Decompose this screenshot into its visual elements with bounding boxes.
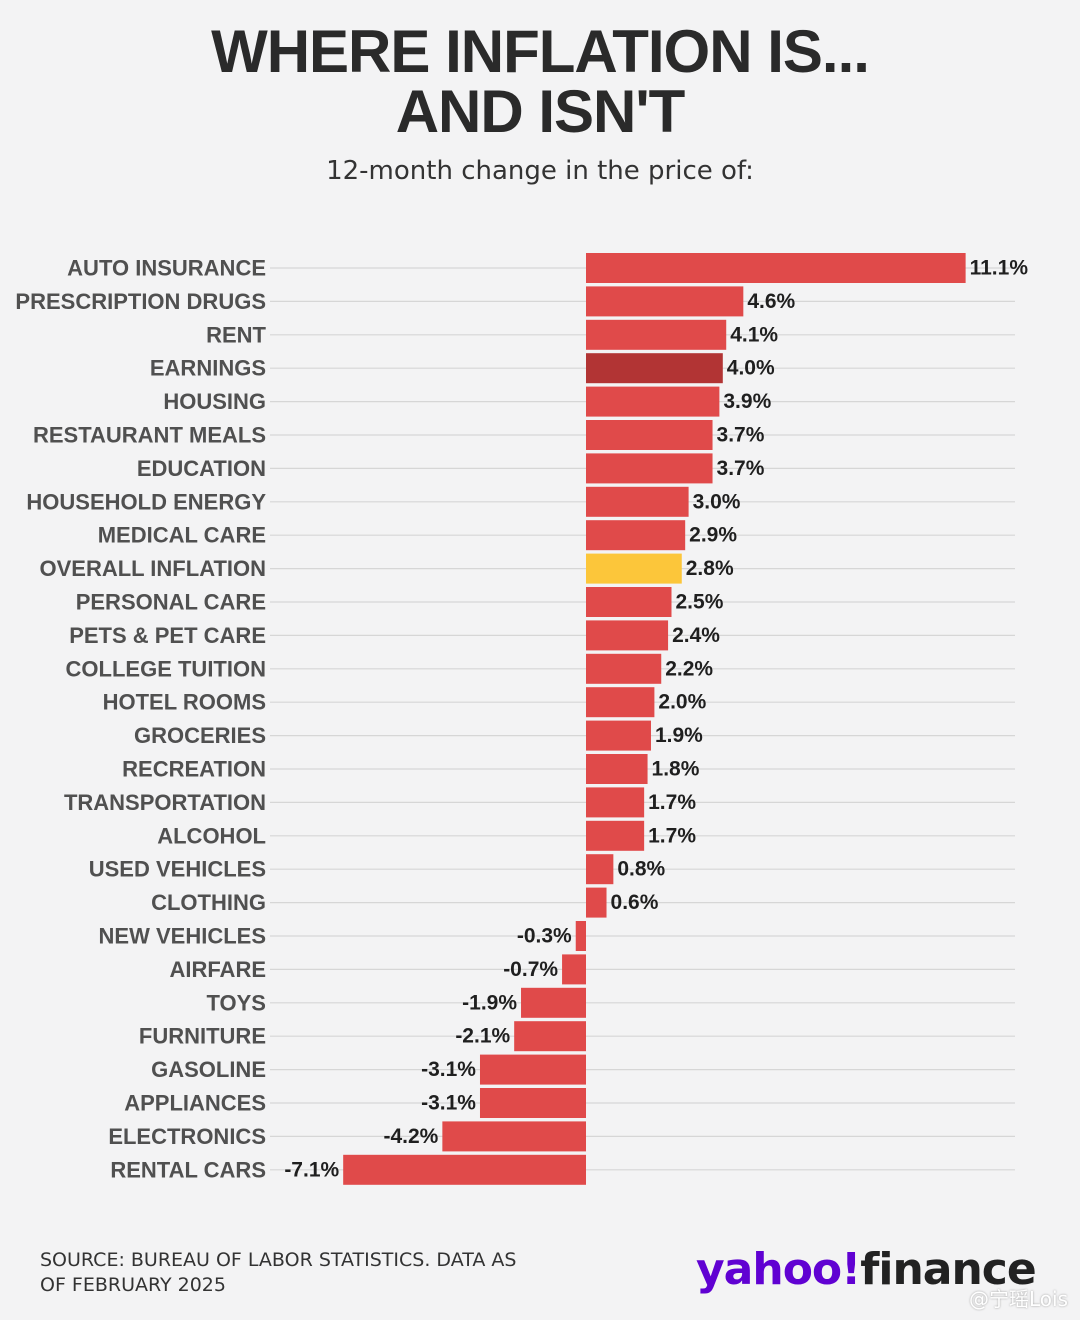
value-label: 2.0%	[658, 691, 706, 714]
bar	[586, 754, 648, 784]
category-label: OVERALL INFLATION	[39, 556, 266, 581]
value-label: -4.2%	[384, 1125, 439, 1148]
value-label: -1.9%	[462, 991, 517, 1014]
value-label: 1.9%	[655, 724, 703, 747]
value-label: 3.9%	[723, 390, 771, 413]
category-label: MEDICAL CARE	[98, 523, 266, 548]
category-label: RESTAURANT MEALS	[33, 423, 266, 448]
category-label: EARNINGS	[150, 356, 266, 381]
bar	[586, 319, 727, 350]
category-label: PETS & PET CARE	[69, 623, 266, 648]
value-label: 1.7%	[648, 791, 696, 814]
bar	[586, 653, 662, 684]
value-label: 2.5%	[676, 591, 724, 614]
category-label: GASOLINE	[151, 1057, 266, 1082]
value-label: 3.0%	[693, 490, 741, 513]
source-line-2: OF FEBRUARY 2025	[40, 1274, 226, 1296]
category-labels: AUTO INSURANCE PRESCRIPTION DRUGS RENT EARN…	[15, 256, 266, 1183]
value-label: 4.6%	[747, 290, 795, 313]
category-label: HOUSING	[163, 389, 266, 414]
bar	[586, 520, 686, 551]
category-label: RENT	[206, 322, 266, 347]
bar	[479, 1054, 586, 1085]
value-labels: 11.1% 4.6% 4.1% 4.0% 3.9% 3.7% 3.7% 3.0% 2.9% 2.8…	[284, 257, 1028, 1182]
yahoo-finance-logo: yahoo!finance	[696, 1240, 1046, 1300]
bar	[479, 1088, 586, 1118]
bar	[514, 1021, 586, 1052]
bar	[562, 954, 586, 985]
bar	[586, 486, 689, 517]
title-line-2: AND ISN'T	[395, 78, 686, 145]
category-label: ELECTRONICS	[108, 1124, 266, 1149]
bar	[586, 620, 669, 651]
value-label: -7.1%	[284, 1158, 339, 1181]
category-label: FURNITURE	[139, 1024, 266, 1049]
value-label: -3.1%	[421, 1092, 476, 1115]
category-label: CLOTHING	[151, 890, 266, 915]
chart-subtitle: 12-month change in the price of:	[326, 156, 754, 186]
bar	[586, 253, 966, 283]
category-label: HOUSEHOLD ENERGY	[26, 489, 266, 514]
category-label: COLLEGE TUITION	[66, 656, 266, 681]
bar	[586, 553, 682, 584]
category-label: NEW VEHICLES	[99, 924, 266, 949]
title-line-1: WHERE INFLATION IS...	[211, 18, 870, 85]
value-label: 3.7%	[717, 424, 765, 447]
bar	[586, 386, 720, 417]
category-label: RECREATION	[122, 757, 266, 782]
bars	[343, 253, 966, 1185]
bar	[586, 286, 744, 317]
value-label: -2.1%	[455, 1025, 510, 1048]
bar	[586, 420, 713, 450]
bar	[586, 887, 607, 918]
category-label: GROCERIES	[134, 723, 266, 748]
value-label: 0.8%	[617, 858, 665, 881]
category-label: AIRFARE	[169, 957, 266, 982]
bar	[586, 854, 614, 885]
category-label: EDUCATION	[137, 456, 266, 481]
value-label: 2.8%	[686, 557, 734, 580]
bar	[575, 921, 586, 951]
category-label: RENTAL CARS	[110, 1157, 266, 1182]
category-label: HOTEL ROOMS	[103, 690, 266, 715]
category-label: ALCOHOL	[157, 823, 266, 848]
value-label: 2.4%	[672, 624, 720, 647]
category-label: USED VEHICLES	[89, 857, 266, 882]
watermark: @宁瑶Lois	[968, 1287, 1068, 1311]
category-label: TRANSPORTATION	[64, 790, 266, 815]
category-label: PERSONAL CARE	[76, 590, 266, 615]
value-label: -3.1%	[421, 1058, 476, 1081]
source-note: SOURCE: BUREAU OF LABOR STATISTICS. DATA…	[40, 1248, 600, 1298]
bar	[586, 353, 723, 384]
bar	[442, 1121, 586, 1152]
value-label: -0.7%	[503, 958, 558, 981]
logo-brand: yahoo!	[696, 1244, 861, 1295]
value-label: 11.1%	[970, 257, 1029, 280]
value-label: 4.0%	[727, 357, 775, 380]
bar-chart: AUTO INSURANCE PRESCRIPTION DRUGS RENT EARN…	[15, 253, 1028, 1185]
value-label: -0.3%	[517, 925, 572, 948]
source-line-1: SOURCE: BUREAU OF LABOR STATISTICS. DATA…	[40, 1249, 517, 1271]
value-label: 4.1%	[730, 323, 778, 346]
value-label: 1.7%	[648, 824, 696, 847]
bar	[521, 987, 586, 1018]
bar	[586, 453, 713, 484]
value-label: 3.7%	[717, 457, 765, 480]
bar	[586, 820, 645, 851]
chart-title: WHERE INFLATION IS... AND ISN'T	[0, 22, 1080, 142]
value-label: 2.2%	[665, 657, 713, 680]
bar	[586, 787, 645, 818]
bar	[586, 720, 651, 751]
category-label: AUTO INSURANCE	[67, 256, 266, 281]
logo-product: finance	[860, 1244, 1036, 1295]
category-label: PRESCRIPTION DRUGS	[15, 289, 266, 314]
value-label: 1.8%	[652, 758, 700, 781]
bar	[343, 1154, 586, 1185]
value-label: 2.9%	[689, 524, 737, 547]
bar	[586, 587, 672, 617]
bar	[586, 687, 655, 718]
category-label: TOYS	[206, 990, 266, 1015]
category-label: APPLIANCES	[124, 1091, 266, 1116]
value-label: 0.6%	[611, 891, 659, 914]
